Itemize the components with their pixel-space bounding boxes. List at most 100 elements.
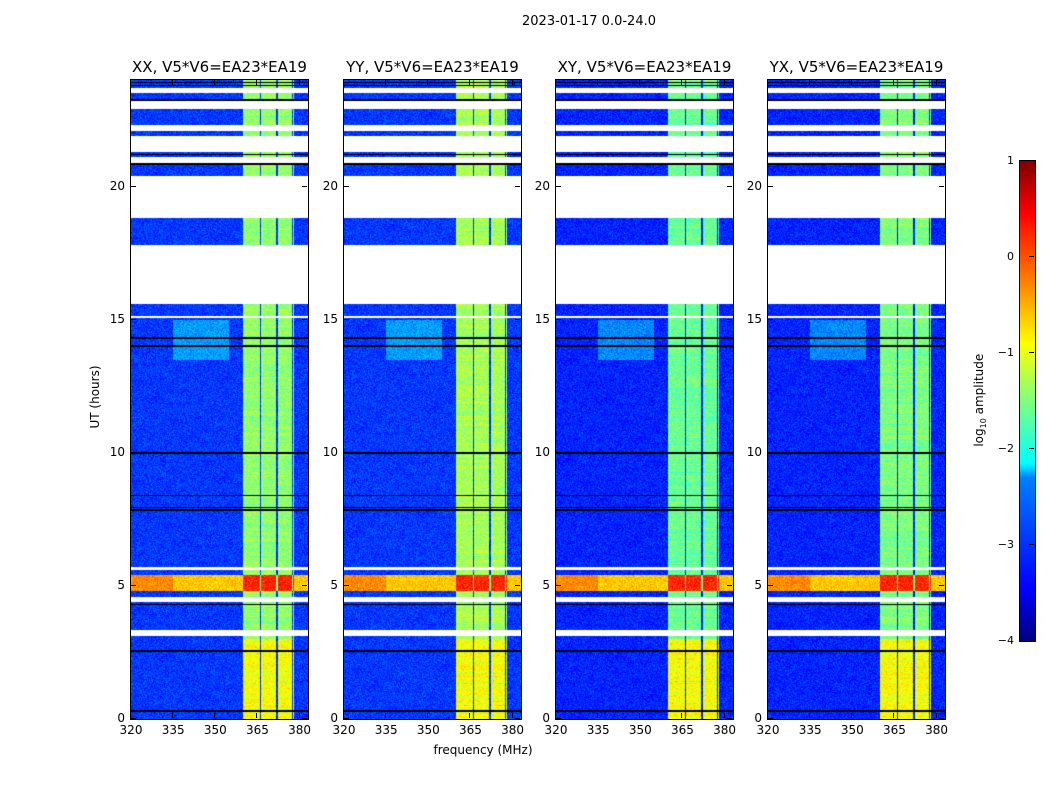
- x-tick-mark: [298, 713, 300, 718]
- x-tick-mark: [809, 80, 811, 85]
- x-tick-label: 365: [245, 723, 269, 737]
- x-tick-mark: [767, 713, 768, 718]
- y-tick-mark: [727, 451, 732, 453]
- x-tick-mark: [893, 713, 895, 718]
- y-tick-mark: [939, 584, 944, 586]
- panel-title: XY, V5*V6=EA23*EA19: [557, 58, 732, 76]
- x-tick-label: 380: [925, 723, 949, 737]
- y-tick-label: 5: [330, 577, 338, 592]
- x-tick-mark: [172, 713, 174, 718]
- x-tick-mark: [256, 80, 258, 85]
- x-tick-mark: [809, 713, 811, 718]
- y-tick-mark: [939, 451, 944, 453]
- y-tick-mark: [302, 185, 307, 187]
- y-tick-mark: [302, 718, 307, 719]
- y-tick-label: 0: [117, 711, 125, 725]
- x-tick-mark: [935, 713, 937, 718]
- x-tick-mark: [427, 80, 429, 85]
- x-tick-label: 335: [374, 723, 398, 737]
- x-tick-mark: [893, 80, 895, 85]
- y-tick-mark: [344, 318, 349, 320]
- y-tick-mark: [768, 584, 773, 586]
- x-tick-mark: [343, 713, 344, 718]
- colorbar-tick-mark: [1029, 640, 1034, 641]
- y-tick-mark: [727, 185, 732, 187]
- colorbar-label: log10 amplitude: [971, 353, 989, 447]
- colorbar-tick-label: −3: [997, 538, 1014, 551]
- y-tick-mark: [131, 185, 136, 187]
- x-tick-mark: [511, 80, 513, 85]
- y-tick-mark: [556, 185, 561, 187]
- x-tick-label: 380: [288, 723, 312, 737]
- y-tick-label: 15: [322, 311, 338, 326]
- y-tick-mark: [768, 185, 773, 187]
- x-tick-mark: [681, 713, 683, 718]
- x-tick-mark: [385, 713, 387, 718]
- x-tick-label: 335: [586, 723, 610, 737]
- heatmap-image: [556, 80, 733, 719]
- y-tick-mark: [768, 451, 773, 453]
- colorbar-tick-label: −4: [997, 634, 1014, 647]
- x-tick-mark: [214, 713, 216, 718]
- panel-title: XX, V5*V6=EA23*EA19: [132, 58, 307, 76]
- y-tick-mark: [302, 318, 307, 320]
- y-tick-mark: [131, 318, 136, 320]
- x-tick-label: 320: [756, 723, 780, 737]
- y-tick-mark: [768, 318, 773, 320]
- y-tick-label: 15: [746, 311, 762, 326]
- x-tick-mark: [555, 80, 556, 85]
- y-tick-label: 0: [542, 711, 550, 725]
- x-tick-label: 335: [798, 723, 822, 737]
- x-tick-mark: [681, 80, 683, 85]
- x-tick-label: 350: [840, 723, 864, 737]
- colorbar-tick-label: 1: [1007, 154, 1014, 167]
- y-tick-label: 10: [746, 444, 762, 459]
- colorbar-tick-mark: [1029, 544, 1034, 545]
- x-tick-label: 320: [544, 723, 568, 737]
- x-tick-label: 380: [501, 723, 525, 737]
- y-tick-mark: [302, 584, 307, 586]
- y-tick-mark: [556, 584, 561, 586]
- x-tick-mark: [639, 80, 641, 85]
- y-tick-mark: [939, 718, 944, 719]
- x-tick-label: 320: [119, 723, 143, 737]
- y-tick-mark: [939, 318, 944, 320]
- y-tick-label: 5: [754, 577, 762, 592]
- x-tick-mark: [767, 80, 768, 85]
- heatmap-panel-4: YX, V5*V6=EA23*EA19 0 5 10 15 20 320 335 350 365 3…: [747, 58, 948, 737]
- y-tick-mark: [939, 185, 944, 187]
- x-tick-mark: [469, 713, 471, 718]
- y-tick-mark: [515, 318, 520, 320]
- y-tick-mark: [131, 451, 136, 453]
- x-tick-mark: [469, 80, 471, 85]
- y-tick-mark: [768, 718, 773, 719]
- y-tick-mark: [727, 318, 732, 320]
- x-tick-mark: [555, 713, 556, 718]
- x-tick-mark: [723, 713, 725, 718]
- y-tick-mark: [556, 318, 561, 320]
- x-tick-label: 365: [882, 723, 906, 737]
- x-tick-mark: [130, 80, 131, 85]
- y-tick-label: 5: [117, 577, 125, 592]
- x-tick-mark: [427, 713, 429, 718]
- heatmap-image: [344, 80, 521, 719]
- heatmap-image: [131, 80, 308, 719]
- y-tick-label: 10: [534, 444, 550, 459]
- colorbar-tick-label: 0: [1007, 250, 1014, 263]
- y-tick-mark: [344, 584, 349, 586]
- x-tick-label: 365: [670, 723, 694, 737]
- x-tick-mark: [256, 713, 258, 718]
- x-tick-mark: [597, 713, 599, 718]
- x-tick-label: 350: [416, 723, 440, 737]
- x-tick-mark: [298, 80, 300, 85]
- x-tick-mark: [851, 713, 853, 718]
- y-tick-label: 15: [109, 311, 125, 326]
- x-tick-mark: [130, 713, 131, 718]
- y-axis-label: UT (hours): [88, 365, 102, 429]
- figure-title: 2023-01-17 0.0-24.0: [522, 14, 656, 29]
- colorbar-tick-label: −2: [997, 442, 1014, 455]
- y-tick-mark: [344, 451, 349, 453]
- x-tick-mark: [385, 80, 387, 85]
- x-tick-label: 365: [458, 723, 482, 737]
- colorbar-tick-mark: [1029, 352, 1034, 353]
